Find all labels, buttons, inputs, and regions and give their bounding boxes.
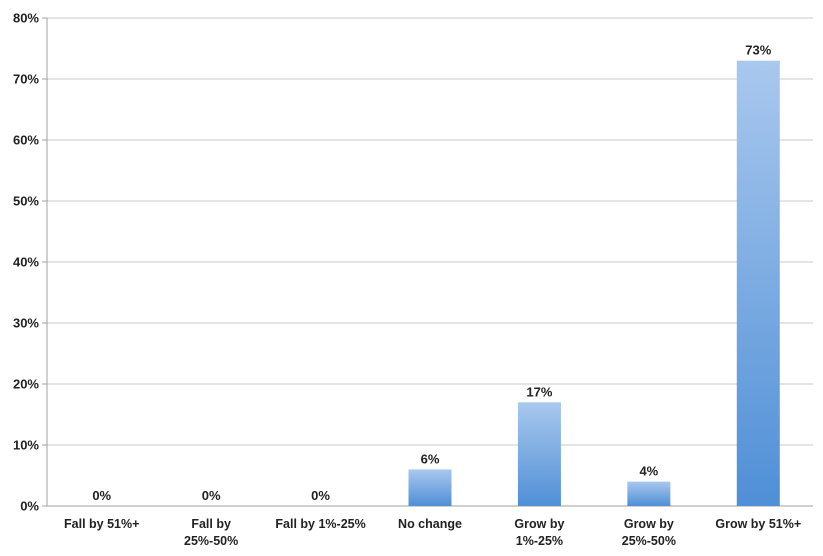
- y-tick-label: 60%: [13, 133, 39, 148]
- x-category-label: Fall by 1%-25%: [275, 517, 365, 531]
- y-tick-label: 30%: [13, 316, 39, 331]
- data-label: 17%: [526, 384, 552, 399]
- data-label: 0%: [92, 488, 111, 503]
- x-category-label: Grow by 25%-50%: [622, 517, 676, 548]
- x-category-label: Fall by 51%+: [64, 517, 139, 531]
- x-axis-category-labels: Fall by 51%+ Fall by 25%-50% Fall by 1%-25%…: [64, 517, 801, 548]
- x-category-label-line: No change: [398, 517, 462, 531]
- x-category-label: Grow by 51%+: [715, 517, 801, 531]
- data-labels: 0% 0% 0% 6% 17% 4% 73%: [92, 43, 771, 503]
- y-tick-label: 50%: [13, 194, 39, 209]
- bar: [736, 60, 780, 506]
- x-category-label-line: 1%-25%: [516, 534, 563, 548]
- data-label: 6%: [421, 451, 440, 466]
- x-category-label: No change: [398, 517, 462, 531]
- y-tick-label: 10%: [13, 438, 39, 453]
- y-tick-label: 80%: [13, 11, 39, 26]
- data-label: 0%: [311, 488, 330, 503]
- x-category-label: Grow by 1%-25%: [514, 517, 564, 548]
- x-category-label-line: Fall by 1%-25%: [275, 517, 365, 531]
- x-category-label-line: Grow by 51%+: [715, 517, 801, 531]
- y-tick-label: 20%: [13, 377, 39, 392]
- x-category-label-line: Grow by: [514, 517, 564, 531]
- x-category-label-line: Fall by: [191, 517, 231, 531]
- data-label: 0%: [202, 488, 221, 503]
- x-category-label-line: 25%-50%: [622, 534, 676, 548]
- y-tick-label: 0%: [20, 499, 39, 514]
- x-category-label-line: Grow by: [624, 517, 674, 531]
- data-label: 4%: [639, 464, 658, 479]
- bar: [408, 469, 452, 506]
- y-tick-label: 70%: [13, 72, 39, 87]
- y-tick-label: 40%: [13, 255, 39, 270]
- x-category-label: Fall by 25%-50%: [184, 517, 238, 548]
- x-category-label-line: Fall by 51%+: [64, 517, 139, 531]
- bar: [517, 402, 561, 506]
- y-axis-tick-labels: 0% 10% 20% 30% 40% 50% 60% 70% 80%: [13, 11, 39, 514]
- bar: [627, 481, 671, 506]
- data-label: 73%: [745, 43, 771, 58]
- gridlines: [47, 17, 813, 446]
- x-category-label-line: 25%-50%: [184, 534, 238, 548]
- bars: [408, 60, 780, 506]
